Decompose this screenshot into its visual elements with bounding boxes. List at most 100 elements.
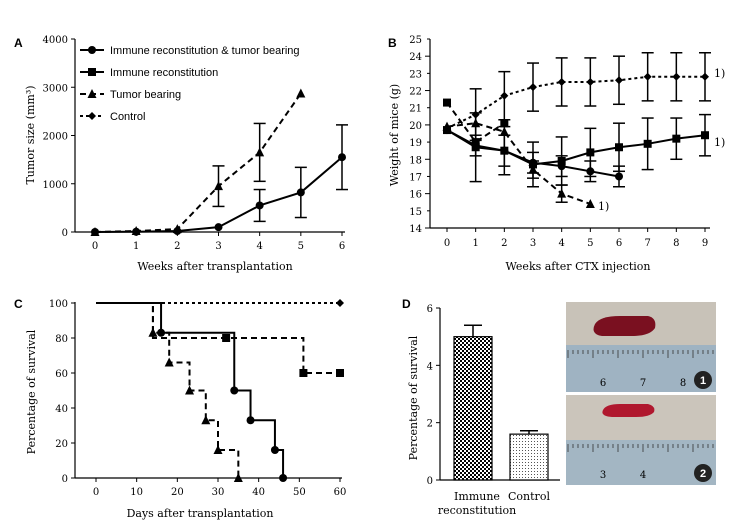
photo-badge-1 — [694, 371, 712, 389]
data-point — [201, 415, 211, 425]
annotation-b-1: 1) — [714, 67, 725, 80]
data-point — [172, 224, 182, 234]
data-point — [214, 181, 223, 191]
data-point — [255, 201, 264, 210]
y-tick-label: 80 — [55, 334, 68, 345]
data-point — [615, 76, 623, 85]
y-tick-label: 60 — [55, 369, 68, 380]
spleen-1 — [593, 316, 656, 336]
data-point — [164, 357, 174, 367]
data-point — [442, 121, 452, 131]
bar — [453, 336, 493, 481]
x-tick-label: 30 — [212, 487, 225, 498]
y-tick-label: 0 — [62, 474, 68, 485]
data-point — [185, 385, 195, 395]
data-point — [336, 369, 344, 377]
x-tick-label: 40 — [252, 487, 265, 498]
data-point — [336, 299, 344, 307]
y-tick-label: 4 — [427, 361, 433, 372]
data-point — [643, 139, 652, 148]
x-tick-label: 4 — [558, 238, 564, 249]
data-point — [701, 131, 709, 140]
xlabel-a: Weeks after transplantation — [137, 260, 292, 273]
category-label-1-line2: reconstitution — [438, 504, 516, 517]
series-line — [446, 101, 505, 144]
data-point — [338, 153, 346, 162]
data-point — [500, 91, 509, 100]
data-point — [471, 118, 481, 128]
x-tick-label: 1 — [472, 238, 478, 249]
x-tick-label: 5 — [298, 241, 304, 252]
y-tick-label: 21 — [409, 104, 422, 115]
data-point — [148, 327, 158, 337]
legend-label: Control — [110, 111, 145, 123]
panel-label-d: D — [402, 297, 411, 311]
data-point — [443, 98, 451, 107]
y-tick-label: 18 — [409, 155, 422, 166]
y-tick-label: 16 — [409, 190, 422, 201]
y-tick-label: 3000 — [43, 83, 68, 94]
data-point — [213, 445, 223, 454]
x-tick-label: 4 — [256, 241, 262, 252]
data-point — [586, 77, 595, 86]
annotation-b-2: 1) — [714, 136, 725, 149]
survival-curve-chart: 0 20 40 60 80 100 0 10 20 30 40 50 60 Days after tr… — [25, 299, 346, 520]
x-tick-label: 0 — [92, 241, 98, 252]
legend-marker — [88, 46, 96, 54]
y-tick-label: 17 — [409, 172, 422, 183]
ruler-number: 4 — [640, 470, 646, 481]
series-line — [94, 92, 302, 233]
category-label-1-line1: Immune — [454, 490, 500, 503]
data-point — [586, 148, 595, 157]
data-point — [230, 386, 239, 395]
data-point — [222, 334, 231, 342]
x-tick-label: 5 — [587, 238, 593, 249]
legend-marker — [87, 89, 97, 98]
data-point — [299, 369, 308, 377]
data-point — [586, 167, 595, 176]
y-tick-label: 14 — [409, 224, 422, 235]
photo-badge-2-text: 2 — [700, 468, 706, 480]
x-tick-label: 9 — [702, 238, 708, 249]
legend-label: Immune reconstitution & tumor bearing — [110, 45, 300, 57]
y-tick-label: 20 — [409, 121, 422, 132]
data-point — [500, 146, 509, 155]
y-tick-label: 6 — [427, 304, 433, 315]
data-point — [214, 223, 223, 232]
data-point — [255, 147, 265, 157]
y-tick-label: 100 — [49, 299, 68, 310]
survival-step-line — [96, 302, 340, 374]
data-point — [615, 172, 623, 181]
y-tick-label: 1000 — [43, 180, 68, 191]
data-point — [672, 134, 681, 143]
legend-marker — [88, 112, 96, 120]
x-tick-label: 0 — [444, 238, 450, 249]
series-line — [446, 75, 705, 130]
x-tick-label: 6 — [616, 238, 622, 249]
data-point — [643, 72, 652, 81]
tumor-size-chart: 0 1000 2000 3000 4000 0 1 2 3 4 5 6 Weeks after tr… — [24, 35, 348, 273]
spleen-photo-2: 3 4 2 — [566, 395, 716, 485]
spleen-2 — [602, 404, 655, 417]
panel-label-a: A — [14, 36, 23, 50]
category-label-2: Control — [508, 490, 550, 503]
data-point — [246, 416, 255, 425]
panel-label-c: C — [14, 297, 23, 311]
x-tick-label: 50 — [293, 487, 306, 498]
y-tick-label: 15 — [409, 207, 422, 218]
data-point — [615, 143, 623, 152]
y-tick-label: 25 — [409, 35, 422, 46]
xlabel-b: Weeks after CTX injection — [506, 260, 651, 273]
panel-label-b: B — [388, 36, 397, 50]
x-tick-label: 2 — [501, 238, 507, 249]
y-tick-label: 2000 — [43, 132, 68, 143]
ruler-number: 3 — [600, 470, 606, 481]
x-tick-label: 0 — [93, 487, 99, 498]
x-tick-label: 1 — [133, 241, 139, 252]
data-point — [585, 198, 595, 208]
data-point — [557, 77, 566, 86]
data-point — [471, 138, 480, 147]
data-point — [557, 188, 567, 198]
series-line — [446, 122, 591, 205]
